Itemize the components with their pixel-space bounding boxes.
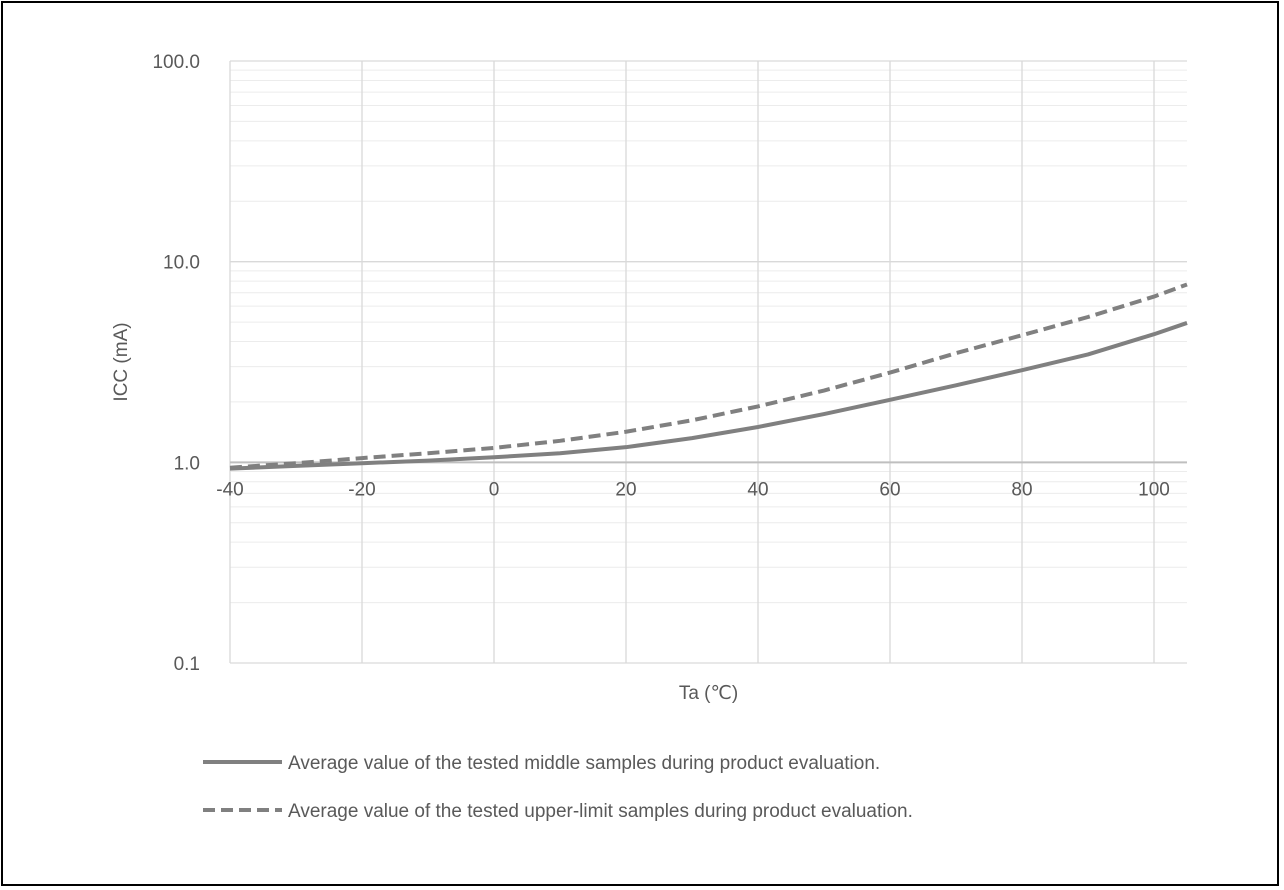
x-tick-label: 20 — [615, 479, 636, 500]
x-tick-label: 40 — [747, 479, 768, 500]
x-tick-label: 100 — [1138, 479, 1170, 500]
y-tick-label: 100.0 — [152, 52, 200, 73]
x-tick-label: -20 — [348, 479, 375, 500]
legend: Average value of the tested middle sampl… — [203, 753, 913, 822]
x-axis-title: Ta (℃) — [679, 683, 738, 704]
series-line-1 — [229, 321, 1188, 471]
legend-label: Average value of the tested upper-limit … — [288, 801, 913, 822]
minor-gridlines — [230, 69, 1187, 604]
chart: 0.1 1.0 10.0 100.0 -40 -20 0 20 40 60 80 100 Ta (℃… — [111, 52, 1188, 822]
x-tick-labels: -40 -20 0 20 40 60 80 100 — [216, 479, 1170, 500]
major-gridlines — [229, 60, 1187, 664]
y-axis-title: ICC (mA) — [111, 322, 132, 401]
series-line-2 — [229, 282, 1188, 470]
y-tick-label: 0.1 — [174, 654, 200, 675]
y-tick-label: 1.0 — [174, 453, 200, 474]
x-tick-label: -40 — [216, 479, 243, 500]
y-tick-labels: 0.1 1.0 10.0 100.0 — [152, 52, 200, 675]
x-tick-label: 80 — [1011, 479, 1032, 500]
y-tick-label: 10.0 — [163, 253, 200, 274]
legend-label: Average value of the tested middle sampl… — [288, 753, 880, 774]
series-lines — [229, 282, 1188, 471]
x-tick-label: 60 — [879, 479, 900, 500]
x-tick-label: 0 — [489, 479, 500, 500]
